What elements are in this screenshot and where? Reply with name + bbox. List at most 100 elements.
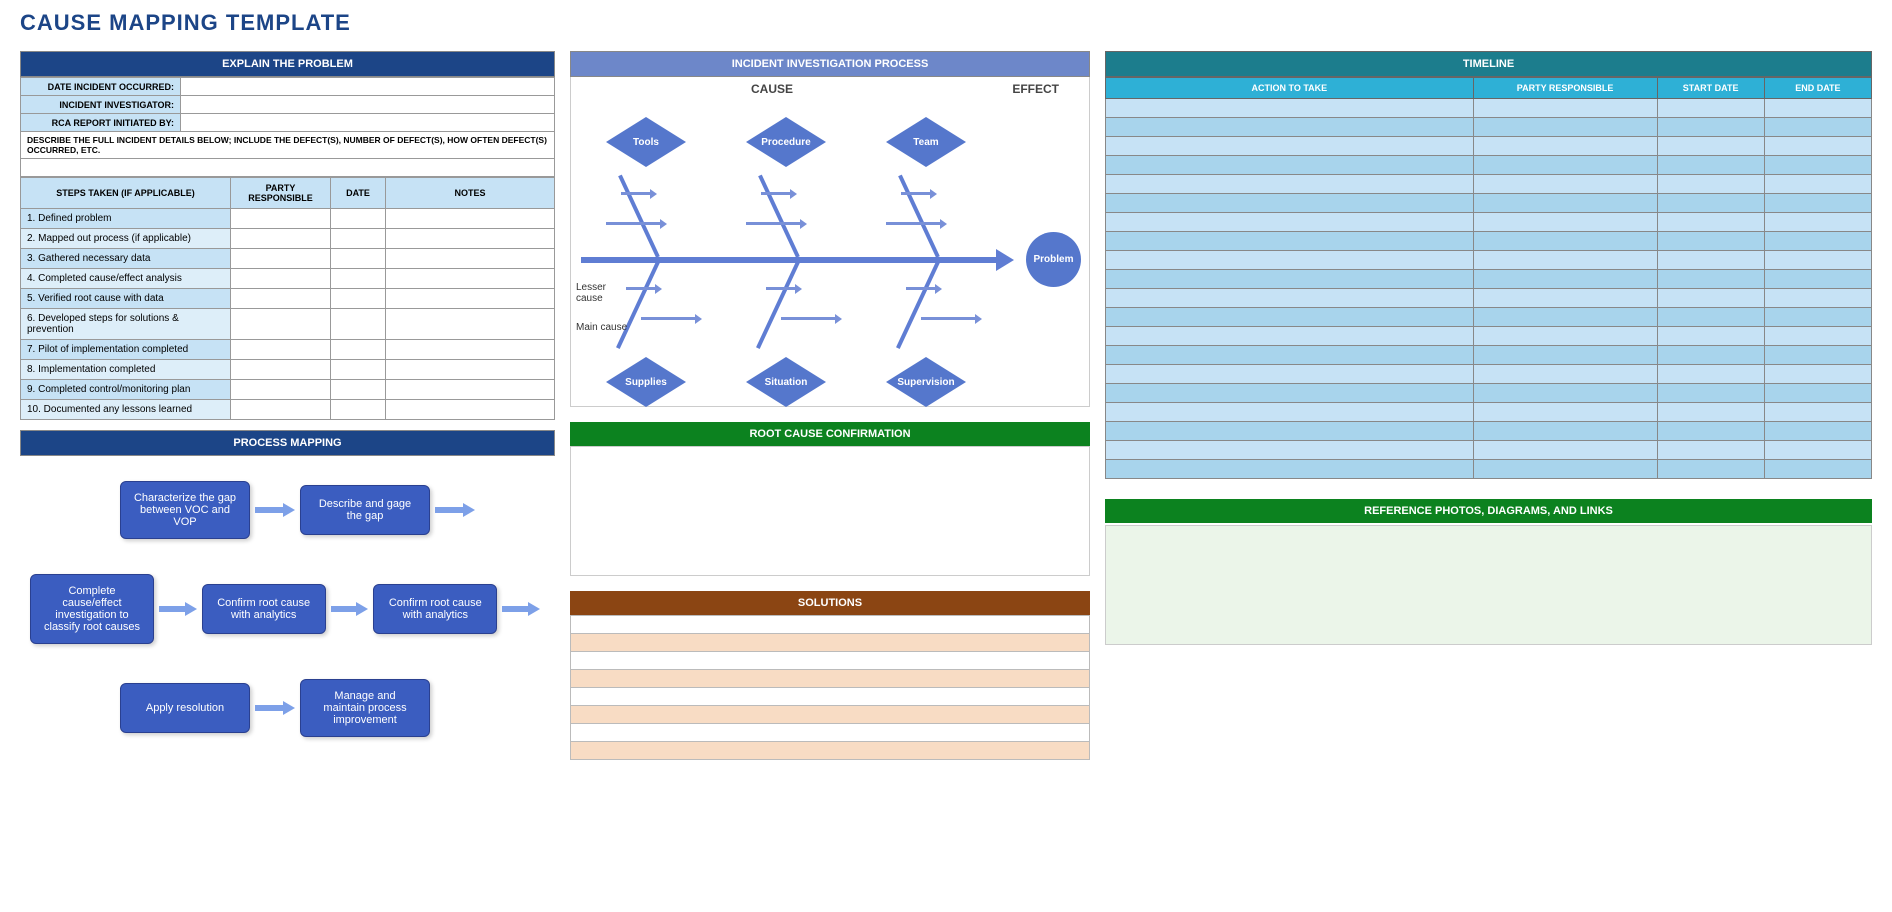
cell[interactable] [386,400,555,420]
cell[interactable] [1764,99,1871,118]
cell[interactable] [1106,346,1474,365]
cell[interactable] [571,670,1090,688]
cell[interactable] [1657,308,1764,327]
cell[interactable] [1764,137,1871,156]
cell[interactable] [231,269,331,289]
cell[interactable] [1657,346,1764,365]
cell[interactable] [386,269,555,289]
cell[interactable] [1106,441,1474,460]
cell[interactable] [1764,403,1871,422]
describe-textarea[interactable] [21,159,555,177]
cell[interactable] [1106,422,1474,441]
cell[interactable] [231,309,331,340]
cell[interactable] [331,340,386,360]
cell[interactable] [1106,194,1474,213]
cell[interactable] [331,400,386,420]
cell[interactable] [1764,384,1871,403]
cell[interactable] [1106,327,1474,346]
cell[interactable] [1106,308,1474,327]
cell[interactable] [1764,270,1871,289]
cell[interactable] [1473,289,1657,308]
cell[interactable] [1657,327,1764,346]
cell[interactable] [1764,232,1871,251]
field-input[interactable] [181,114,555,132]
cell[interactable] [1473,156,1657,175]
cell[interactable] [331,289,386,309]
cell[interactable] [1473,99,1657,118]
cell[interactable] [1106,118,1474,137]
cell[interactable] [571,706,1090,724]
cell[interactable] [231,400,331,420]
field-input[interactable] [181,78,555,96]
cell[interactable] [1473,175,1657,194]
field-input[interactable] [181,96,555,114]
cell[interactable] [1106,403,1474,422]
cell[interactable] [1473,194,1657,213]
cell[interactable] [571,634,1090,652]
cell[interactable] [1473,213,1657,232]
cell[interactable] [386,340,555,360]
cell[interactable] [1473,251,1657,270]
cell[interactable] [231,360,331,380]
cell[interactable] [1657,194,1764,213]
cell[interactable] [1657,365,1764,384]
cell[interactable] [331,209,386,229]
cell[interactable] [1764,441,1871,460]
cell[interactable] [231,289,331,309]
cell[interactable] [1106,289,1474,308]
cell[interactable] [1764,460,1871,479]
cell[interactable] [1764,194,1871,213]
cell[interactable] [1106,137,1474,156]
cell[interactable] [1657,422,1764,441]
cell[interactable] [1106,175,1474,194]
cell[interactable] [571,688,1090,706]
cell[interactable] [1764,289,1871,308]
cell[interactable] [1764,308,1871,327]
cell[interactable] [1764,327,1871,346]
cell[interactable] [386,289,555,309]
cell[interactable] [331,360,386,380]
cell[interactable] [1764,213,1871,232]
cell[interactable] [386,249,555,269]
cell[interactable] [1473,422,1657,441]
cell[interactable] [1657,118,1764,137]
cell[interactable] [1106,156,1474,175]
cell[interactable] [1657,175,1764,194]
cell[interactable] [1106,213,1474,232]
cell[interactable] [331,249,386,269]
cell[interactable] [1657,384,1764,403]
cell[interactable] [1473,403,1657,422]
cell[interactable] [1764,365,1871,384]
cell[interactable] [231,380,331,400]
cell[interactable] [386,360,555,380]
cell[interactable] [1657,251,1764,270]
cell[interactable] [1657,156,1764,175]
cell[interactable] [1473,118,1657,137]
cell[interactable] [1106,232,1474,251]
cell[interactable] [386,309,555,340]
cell[interactable] [1764,175,1871,194]
cell[interactable] [1473,346,1657,365]
cell[interactable] [1473,327,1657,346]
reference-box[interactable] [1105,525,1872,645]
cell[interactable] [331,269,386,289]
cell[interactable] [386,380,555,400]
cell[interactable] [1473,441,1657,460]
cell[interactable] [1764,118,1871,137]
cell[interactable] [231,209,331,229]
cell[interactable] [331,229,386,249]
cell[interactable] [386,209,555,229]
root-cause-box[interactable] [570,446,1090,576]
cell[interactable] [571,616,1090,634]
cell[interactable] [1657,289,1764,308]
cell[interactable] [571,652,1090,670]
cell[interactable] [231,249,331,269]
cell[interactable] [1473,137,1657,156]
cell[interactable] [571,742,1090,760]
cell[interactable] [1657,441,1764,460]
cell[interactable] [571,724,1090,742]
cell[interactable] [1764,346,1871,365]
cell[interactable] [1106,99,1474,118]
cell[interactable] [1764,251,1871,270]
cell[interactable] [331,380,386,400]
